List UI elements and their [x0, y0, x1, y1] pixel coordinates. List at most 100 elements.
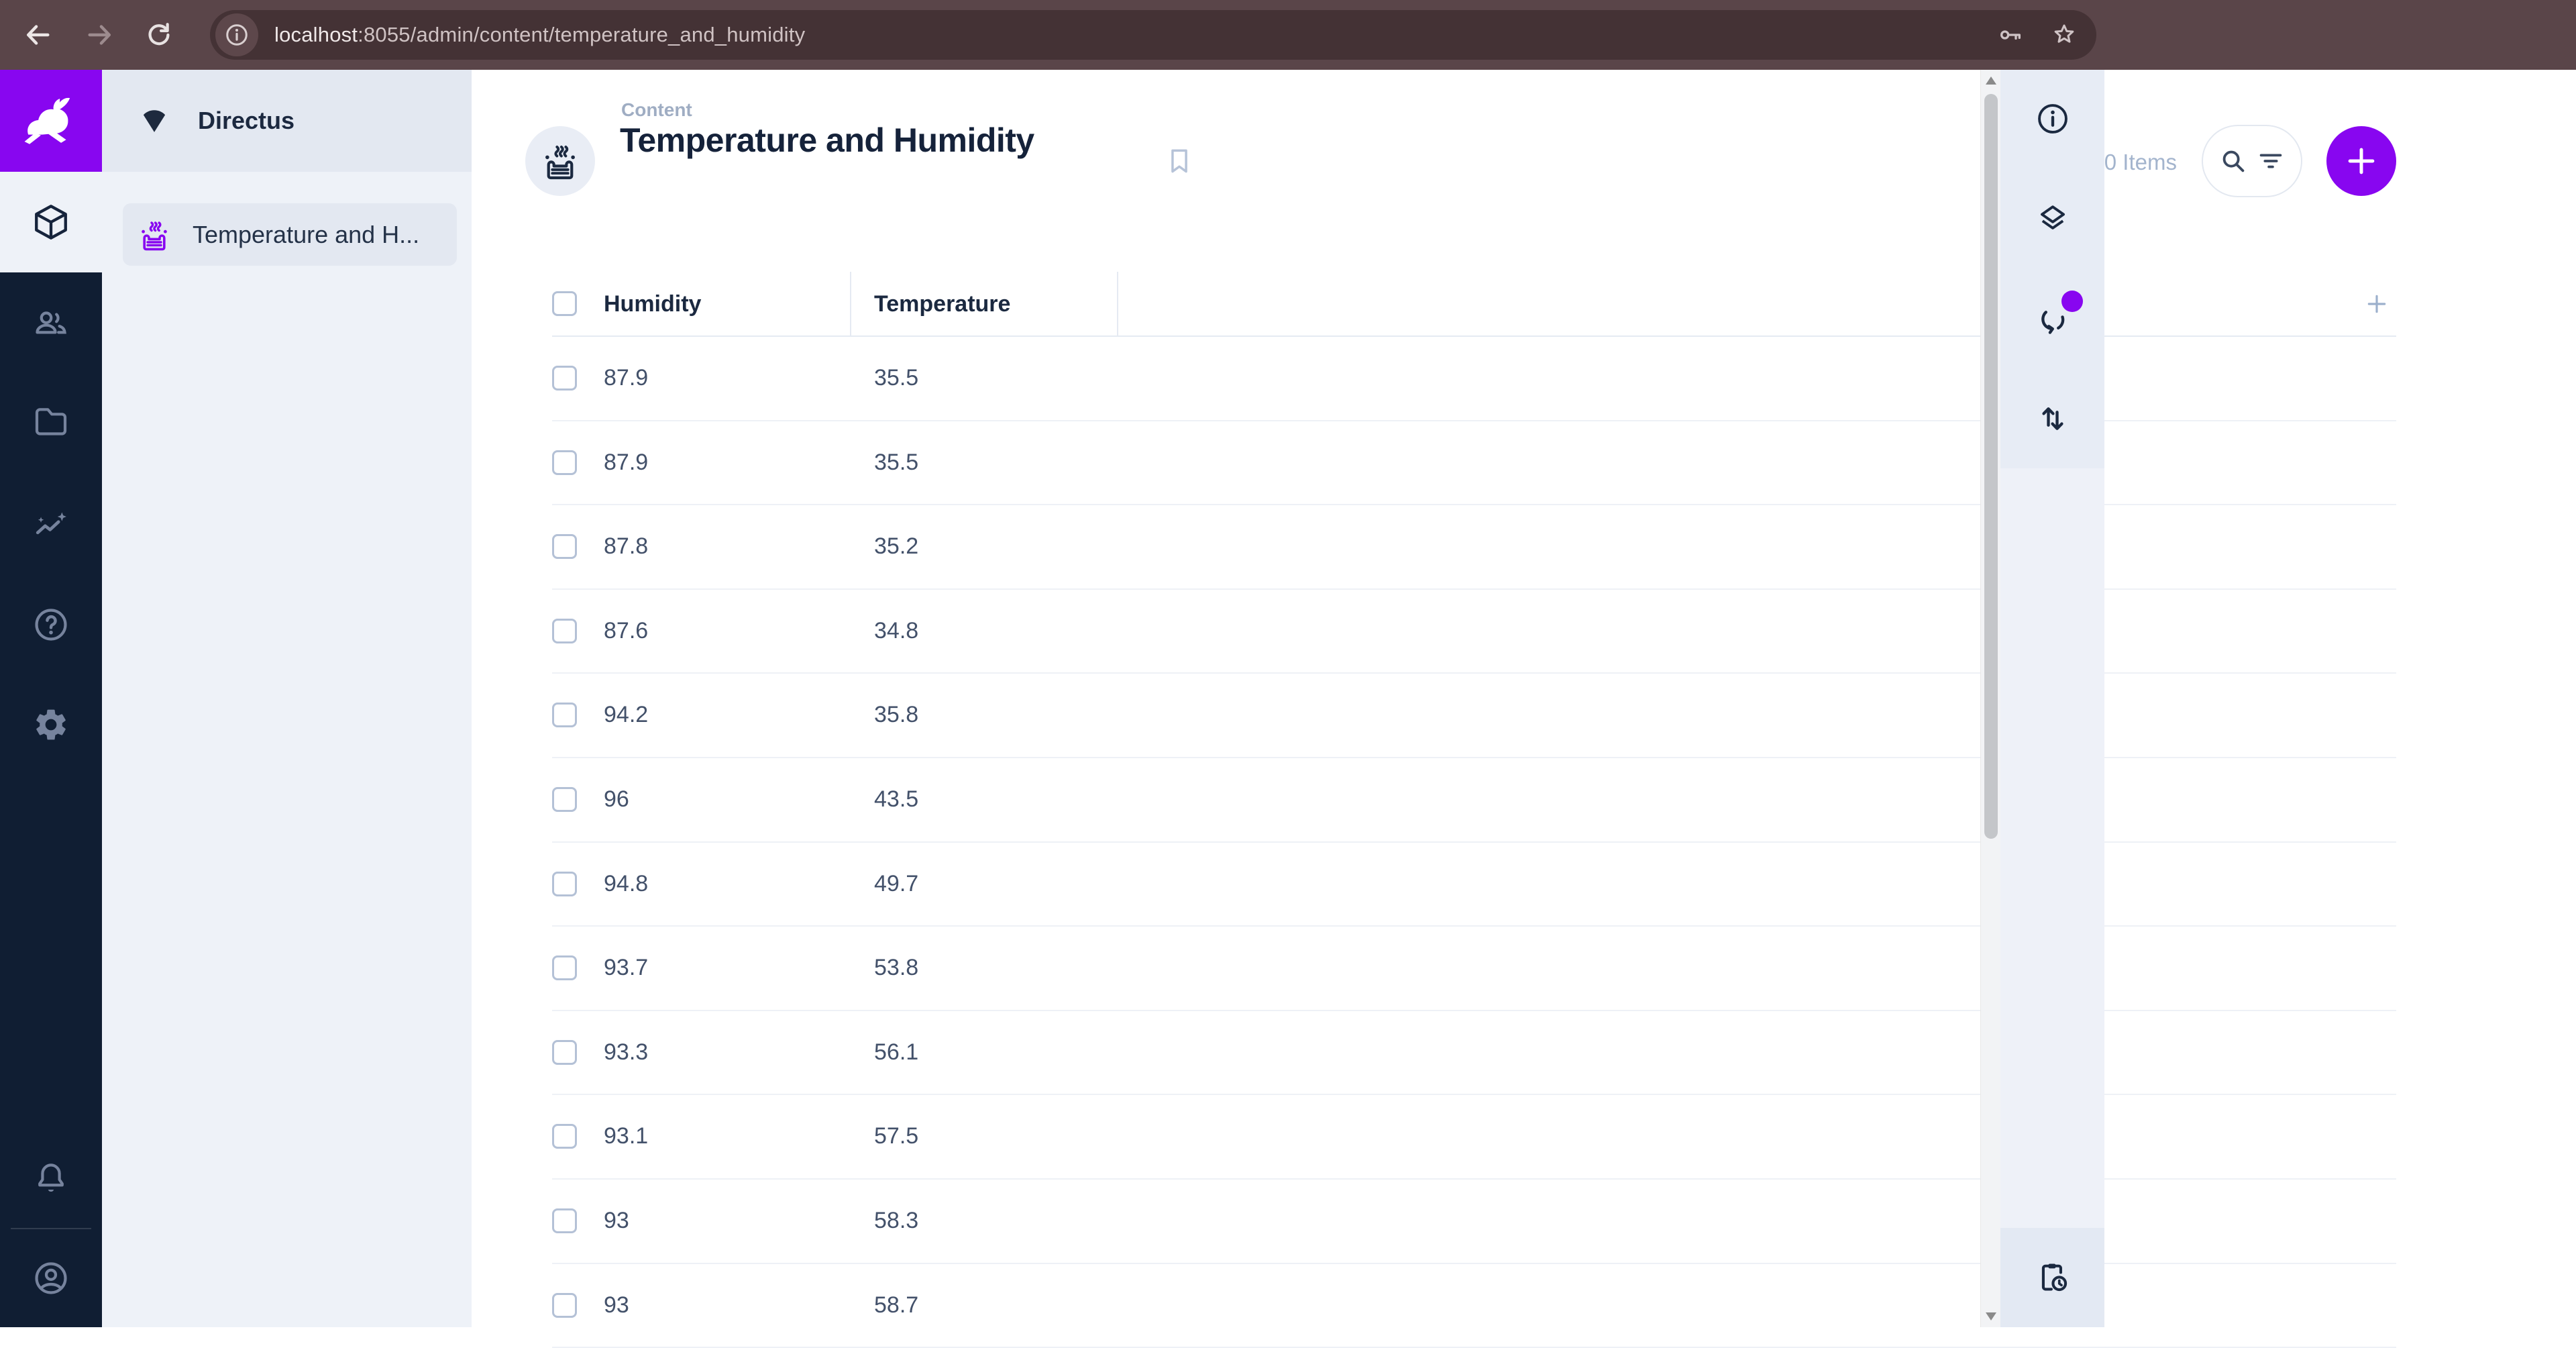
url-text: localhost:8055/admin/content/temperature…: [274, 10, 805, 60]
row-checkbox[interactable]: [552, 534, 577, 560]
table-row[interactable]: 87.8 35.2: [552, 505, 2396, 590]
cell-humidity: 87.8: [604, 533, 649, 560]
table-row[interactable]: 94.2 35.8: [552, 674, 2396, 758]
plus-icon: [2367, 295, 2386, 313]
layout-options-button[interactable]: [2035, 201, 2070, 236]
content-scrollbar[interactable]: [1980, 70, 2000, 1327]
items-count: 20 Items: [2092, 150, 2177, 174]
module-settings[interactable]: [0, 674, 102, 775]
navigation-sidebar: Directus Temperature and H...: [102, 70, 472, 1327]
notifications-button[interactable]: [0, 1128, 102, 1229]
browser-toolbar: localhost:8055/admin/content/temperature…: [0, 0, 2576, 70]
sync-icon: [2041, 311, 2065, 334]
address-bar[interactable]: localhost:8055/admin/content/temperature…: [210, 10, 2096, 60]
info-sidebar-button[interactable]: [2035, 101, 2070, 136]
row-checkbox[interactable]: [552, 871, 577, 896]
module-docs[interactable]: [0, 574, 102, 675]
password-manager-button[interactable]: [1997, 21, 2024, 48]
row-checkbox[interactable]: [552, 366, 577, 391]
url-host: localhost: [274, 23, 358, 46]
page-title: Temperature and Humidity: [620, 121, 1034, 159]
filter-button[interactable]: [2255, 146, 2286, 176]
breadcrumb[interactable]: Content: [621, 99, 692, 120]
table-row[interactable]: 93.7 53.8: [552, 927, 2396, 1011]
table-row[interactable]: 93 58.3: [552, 1180, 2396, 1264]
user-menu-button[interactable]: [0, 1228, 102, 1329]
project-name: Directus: [198, 107, 295, 134]
directus-rabbit-icon: [24, 97, 70, 144]
reload-button[interactable]: [142, 17, 176, 52]
cell-humidity: 93.3: [604, 1039, 649, 1065]
table-row[interactable]: 94.8 49.7: [552, 843, 2396, 927]
table-row[interactable]: 93.1 57.5: [552, 1095, 2396, 1180]
column-divider[interactable]: [1117, 272, 1118, 337]
nav-collection-temperature-and-humidity[interactable]: Temperature and H...: [123, 203, 457, 266]
site-info-button[interactable]: [215, 13, 258, 56]
row-checkbox[interactable]: [552, 1292, 577, 1318]
search-button[interactable]: [2218, 146, 2249, 176]
pending-activity-button[interactable]: [2035, 1259, 2070, 1294]
table-row[interactable]: 87.9 35.5: [552, 421, 2396, 506]
filter-icon: [2259, 154, 2282, 168]
create-item-button[interactable]: [2326, 126, 2396, 196]
scrollbar-thumb[interactable]: [1984, 94, 1998, 839]
module-content[interactable]: [0, 172, 102, 272]
row-checkbox[interactable]: [552, 955, 577, 981]
table-row[interactable]: 87.6 34.8: [552, 590, 2396, 674]
row-checkbox[interactable]: [552, 618, 577, 643]
forward-button[interactable]: [83, 17, 117, 52]
row-checkbox[interactable]: [552, 1124, 577, 1149]
column-header-temperature[interactable]: Temperature: [874, 291, 1011, 317]
row-checkbox[interactable]: [552, 786, 577, 812]
module-insights[interactable]: [0, 474, 102, 574]
scroll-down-arrow[interactable]: [1986, 1312, 1996, 1320]
table-row[interactable]: 93 58.7: [552, 1264, 2396, 1348]
heat-icon: [142, 221, 167, 250]
sidebar-button-group: [2000, 70, 2104, 468]
cell-humidity: 87.9: [604, 449, 649, 475]
cell-humidity: 87.6: [604, 617, 649, 643]
plus-icon: [2348, 148, 2375, 174]
back-arrow-icon: [26, 25, 50, 45]
cell-temperature: 35.8: [874, 702, 919, 728]
module-files[interactable]: [0, 372, 102, 472]
table-row[interactable]: 87.9 35.5: [552, 337, 2396, 421]
table-row[interactable]: 96 43.5: [552, 758, 2396, 843]
search-filter-group: [2202, 125, 2302, 197]
project-shield-icon: [143, 110, 166, 132]
import-export-button[interactable]: [2035, 401, 2070, 436]
row-checkbox[interactable]: [552, 1039, 577, 1065]
back-button[interactable]: [20, 17, 55, 52]
refresh-sidebar-button[interactable]: [2035, 301, 2070, 336]
cell-temperature: 34.8: [874, 617, 919, 643]
cell-temperature: 56.1: [874, 1039, 919, 1065]
cell-humidity: 94.2: [604, 702, 649, 728]
column-divider[interactable]: [850, 272, 851, 337]
project-logo[interactable]: [0, 70, 102, 172]
bookmark-button[interactable]: [1165, 146, 1194, 176]
reload-icon: [148, 23, 170, 46]
cell-humidity: 93.7: [604, 955, 649, 981]
table-row[interactable]: 93.3 56.1: [552, 1011, 2396, 1096]
project-header[interactable]: Directus: [102, 70, 472, 172]
module-users[interactable]: [0, 272, 102, 372]
main-content: Content Temperature and Humidity 20 Item…: [472, 70, 2452, 1348]
row-checkbox[interactable]: [552, 1208, 577, 1233]
table-body: 87.9 35.5 87.9 35.5 87.8 35.2 87.6 34.8 …: [552, 337, 2396, 1348]
row-checkbox[interactable]: [552, 450, 577, 475]
bookmark-icon: [1171, 149, 1187, 173]
add-column-button[interactable]: [2363, 291, 2390, 317]
column-header-humidity[interactable]: Humidity: [604, 291, 702, 317]
module-bar-divider: [11, 1228, 91, 1229]
directus-app: Directus Temperature and H...: [0, 70, 2576, 1348]
bookmark-page-button[interactable]: [2051, 21, 2078, 48]
cell-temperature: 58.7: [874, 1292, 919, 1318]
row-checkbox[interactable]: [552, 703, 577, 728]
cell-temperature: 35.2: [874, 533, 919, 560]
account-circle-icon: [35, 1262, 67, 1294]
scroll-up-arrow[interactable]: [1986, 76, 1996, 85]
refresh-indicator-dot: [2061, 291, 2083, 312]
key-icon: [2000, 30, 2021, 40]
select-all-checkbox[interactable]: [552, 291, 577, 316]
clipboard-clock-icon: [2041, 1263, 2068, 1292]
